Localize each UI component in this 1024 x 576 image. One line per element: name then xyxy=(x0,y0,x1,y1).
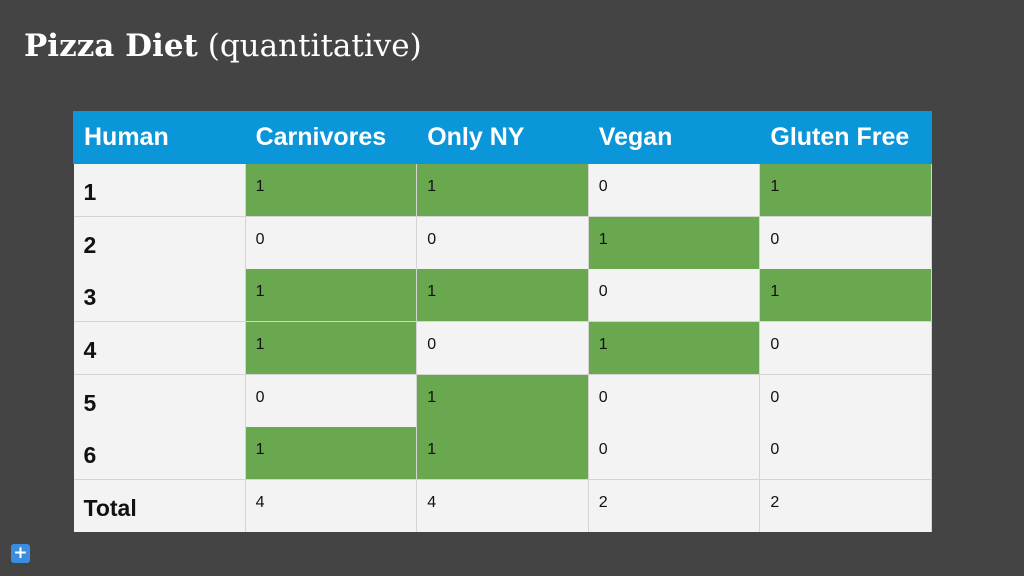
table-cell: 1 xyxy=(588,321,761,375)
row-label: 2 xyxy=(73,216,246,269)
plus-icon[interactable]: + xyxy=(11,544,30,563)
table-cell: 1 xyxy=(759,269,932,322)
column-header-only-ny: Only NY xyxy=(416,111,589,164)
slide-title-bold: Pizza Diet xyxy=(24,28,198,64)
table-cell: 1 xyxy=(245,164,418,217)
table-row: 3 1 1 0 1 xyxy=(73,269,932,322)
row-label: 1 xyxy=(73,164,246,217)
slide-title-suffix: (quantitative) xyxy=(197,28,422,64)
row-label: 6 xyxy=(73,427,246,480)
pizza-diet-table: Human Carnivores Only NY Vegan Gluten Fr… xyxy=(73,111,932,532)
table-cell: 0 xyxy=(759,216,932,269)
table-cell: 0 xyxy=(588,164,761,217)
table-cell: 1 xyxy=(759,164,932,217)
table-cell: 0 xyxy=(588,374,761,427)
table-cell: 0 xyxy=(759,374,932,427)
table-cell: 0 xyxy=(416,321,589,375)
total-label: Total xyxy=(73,479,246,532)
table-cell: 0 xyxy=(416,216,589,269)
slide-title: Pizza Diet (quantitative) xyxy=(24,26,422,66)
table-cell: 2 xyxy=(588,479,761,532)
table-cell: 0 xyxy=(245,216,418,269)
table-cell: 4 xyxy=(245,479,418,532)
column-header-carnivores: Carnivores xyxy=(244,111,418,164)
table-cell: 0 xyxy=(759,427,932,480)
table-cell: 1 xyxy=(245,321,418,375)
table-cell: 0 xyxy=(245,374,418,427)
table-row: 2 0 0 1 0 xyxy=(73,216,932,269)
table-row: 1 1 1 0 1 xyxy=(73,164,932,217)
table-row: 5 0 1 0 0 xyxy=(73,374,932,427)
table-cell: 1 xyxy=(245,269,418,322)
table-cell: 1 xyxy=(416,427,589,480)
row-label: 3 xyxy=(73,269,246,322)
table-cell: 0 xyxy=(588,427,761,480)
table-cell: 0 xyxy=(588,269,761,322)
table-cell: 4 xyxy=(416,479,589,532)
column-header-human: Human xyxy=(73,111,246,164)
table-row: 6 1 1 0 0 xyxy=(73,427,932,480)
table-cell: 1 xyxy=(416,164,589,217)
column-header-gluten-free: Gluten Free xyxy=(759,111,932,164)
table-cell: 1 xyxy=(416,374,589,427)
table-cell: 1 xyxy=(588,216,761,269)
row-label: 4 xyxy=(73,321,246,375)
table-cell: 0 xyxy=(759,321,932,375)
row-label: 5 xyxy=(73,374,246,427)
table-cell: 2 xyxy=(759,479,932,532)
table-header-row: Human Carnivores Only NY Vegan Gluten Fr… xyxy=(73,111,932,164)
table-row: 4 1 0 1 0 xyxy=(73,321,932,375)
table-cell: 1 xyxy=(245,427,418,480)
table-total-row: Total 4 4 2 2 xyxy=(73,479,932,532)
table-cell: 1 xyxy=(416,269,589,322)
column-header-vegan: Vegan xyxy=(587,111,761,164)
